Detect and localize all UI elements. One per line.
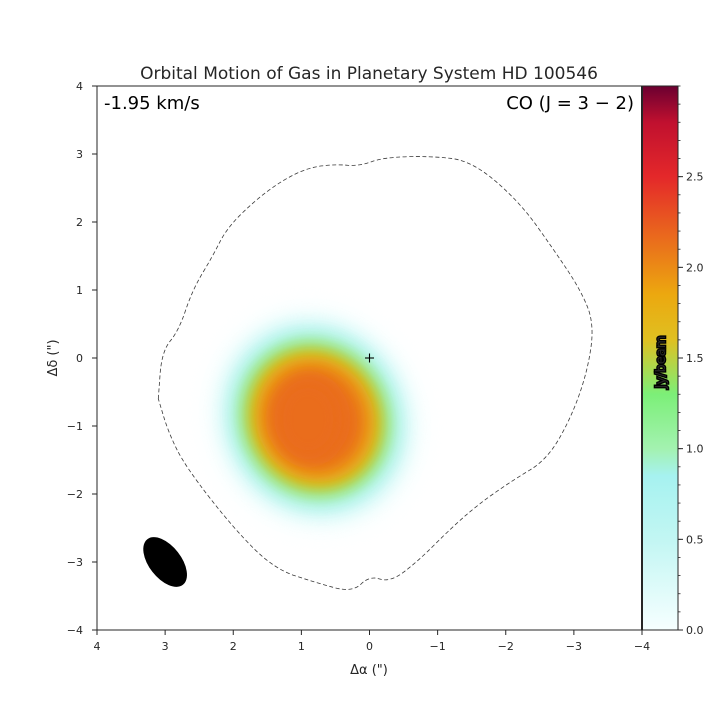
y-tick-label: 2 (76, 216, 83, 229)
beam-ellipse (143, 537, 187, 587)
colorbar: 0.0 0.5 1.0 1.5 2.0 2.5 Jy/beam (641, 85, 704, 637)
colorbar-tick-label: 0.0 (686, 624, 704, 637)
y-axis-label: Δδ (") (46, 339, 61, 376)
x-axis: 4 3 2 1 0 −1 −2 −3 −4 (94, 630, 650, 653)
x-tick-label: −1 (430, 640, 446, 653)
x-tick-label: −3 (566, 640, 582, 653)
y-tick-label: −1 (67, 420, 83, 433)
velocity-label: -1.95 km/s (104, 93, 200, 114)
y-tick-label: 0 (76, 352, 83, 365)
emission-map (204, 302, 426, 536)
x-tick-label: 1 (298, 640, 305, 653)
colorbar-label: Jy/beam (654, 336, 669, 390)
x-axis-label: Δα (") (350, 663, 388, 678)
emission-contour (157, 156, 593, 590)
plot-area (97, 86, 642, 630)
colorbar-gradient (642, 86, 678, 630)
chart-title: Orbital Motion of Gas in Planetary Syste… (140, 64, 598, 84)
colorbar-tick-label: 0.5 (686, 533, 704, 546)
y-axis: 4 3 2 1 0 −1 −2 −3 −4 (67, 80, 97, 637)
y-tick-label: 1 (76, 284, 83, 297)
colorbar-ticks: 0.0 0.5 1.0 1.5 2.0 2.5 (678, 85, 704, 637)
line-label: CO (J = 3 − 2) (506, 93, 634, 114)
colorbar-tick-label: 2.0 (686, 261, 704, 274)
colorbar-tick-label: 1.5 (686, 352, 704, 365)
x-tick-label: 3 (162, 640, 169, 653)
colorbar-tick-label: 2.5 (686, 171, 704, 184)
x-tick-label: −2 (498, 640, 514, 653)
star-marker (365, 353, 374, 363)
x-tick-label: −4 (634, 640, 650, 653)
y-tick-label: −3 (67, 556, 83, 569)
colorbar-tick-label: 1.0 (686, 443, 704, 456)
x-tick-label: 0 (366, 640, 373, 653)
y-tick-label: −2 (67, 488, 83, 501)
y-tick-label: 4 (76, 80, 83, 93)
x-tick-label: 4 (94, 640, 101, 653)
x-tick-label: 2 (230, 640, 237, 653)
y-tick-label: 3 (76, 148, 83, 161)
y-tick-label: −4 (67, 624, 83, 637)
emission-peak (274, 378, 342, 461)
